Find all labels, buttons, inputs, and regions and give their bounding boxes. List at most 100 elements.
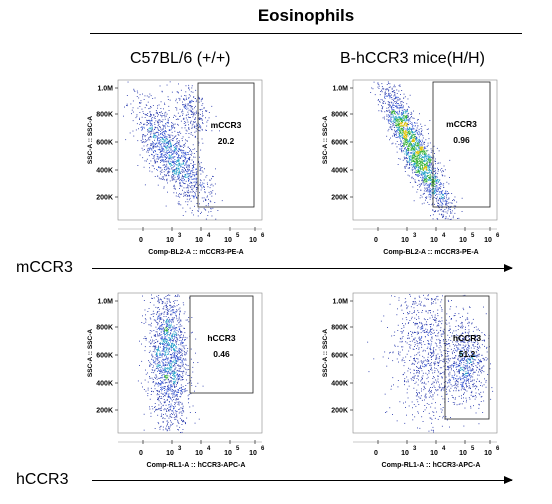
event-dot <box>429 167 431 168</box>
y-tick-label: 800K <box>96 112 113 119</box>
event-dot <box>428 178 430 180</box>
event-dot <box>413 117 415 119</box>
event-dot <box>412 154 414 156</box>
event-dot <box>156 111 158 113</box>
event-dot <box>412 148 414 149</box>
event-dot <box>414 155 415 157</box>
event-dot <box>180 432 181 433</box>
event-dot <box>173 375 175 377</box>
event-dot <box>170 373 172 375</box>
event-dot <box>154 133 156 135</box>
event-dot <box>399 135 401 137</box>
event-dot <box>177 331 179 333</box>
event-dot <box>169 380 171 382</box>
event-dot <box>387 120 389 122</box>
event-dot <box>184 159 186 161</box>
event-dot <box>178 402 180 404</box>
event-dot <box>162 149 164 151</box>
event-dot <box>148 150 150 151</box>
event-dot <box>197 362 199 363</box>
event-dot <box>214 183 216 185</box>
event-dot <box>151 143 153 145</box>
event-dot <box>149 111 151 113</box>
event-dot <box>416 156 418 158</box>
event-dot <box>393 126 395 128</box>
event-dot <box>399 116 400 118</box>
event-dot <box>198 101 200 103</box>
event-dot <box>193 126 195 128</box>
event-dot <box>141 129 143 131</box>
event-dot <box>215 218 217 220</box>
event-dot <box>410 148 412 150</box>
event-dot <box>160 159 162 161</box>
event-dot <box>188 402 189 404</box>
event-dot <box>422 162 423 164</box>
event-dot <box>162 141 164 143</box>
event-dot <box>135 129 137 131</box>
event-dot <box>399 105 401 107</box>
event-dot <box>168 136 170 138</box>
event-dot <box>183 342 184 344</box>
event-dot <box>138 128 139 130</box>
event-dot <box>413 144 415 146</box>
event-dot <box>408 120 410 122</box>
event-dot <box>423 185 425 186</box>
event-dot <box>180 407 182 409</box>
event-dot <box>162 348 164 350</box>
event-dot <box>409 145 411 147</box>
event-dot <box>143 134 144 135</box>
event-dot <box>181 152 183 154</box>
event-dot <box>446 193 448 195</box>
event-dot <box>167 342 169 343</box>
event-dot <box>146 95 148 97</box>
event-dot <box>389 139 390 141</box>
event-dot <box>166 349 168 351</box>
event-dot <box>413 164 415 165</box>
event-dot <box>423 192 425 194</box>
event-dot <box>204 168 205 170</box>
event-dot <box>139 119 140 120</box>
event-dot <box>161 338 163 339</box>
event-dot <box>163 353 164 355</box>
event-dot <box>177 152 178 154</box>
event-dot <box>403 138 404 139</box>
event-dot <box>434 192 436 193</box>
event-dot <box>170 366 171 368</box>
event-dot <box>426 151 428 153</box>
event-dot <box>163 306 165 308</box>
event-dot <box>200 100 202 102</box>
event-dot <box>408 146 410 147</box>
event-dot <box>153 150 155 152</box>
event-dot <box>209 187 211 189</box>
event-dot <box>407 108 408 110</box>
event-dot <box>411 141 413 143</box>
event-dot <box>423 148 425 150</box>
event-dot <box>138 97 140 99</box>
event-dot <box>402 122 404 124</box>
event-dot <box>188 86 190 88</box>
event-dot <box>400 119 402 120</box>
event-dot <box>184 95 186 96</box>
event-dot <box>398 123 400 125</box>
event-dot <box>185 423 186 425</box>
event-dot <box>178 203 180 205</box>
event-dot <box>184 176 186 177</box>
event-dot <box>190 172 191 174</box>
event-dot <box>211 105 213 107</box>
event-dot <box>170 301 171 303</box>
event-dot <box>435 190 437 191</box>
event-dot <box>416 163 418 164</box>
event-dot <box>176 309 178 311</box>
event-dot <box>435 180 436 182</box>
event-dot <box>159 112 161 114</box>
event-dot <box>400 125 402 127</box>
event-dot <box>163 324 165 325</box>
event-dot <box>180 394 182 396</box>
event-dot <box>385 95 387 97</box>
event-dot <box>402 150 404 151</box>
event-dot <box>162 308 164 310</box>
x-tick-exponent: 6 <box>496 233 500 239</box>
event-dot <box>158 104 160 106</box>
event-dot <box>185 133 187 134</box>
event-dot <box>447 193 448 195</box>
